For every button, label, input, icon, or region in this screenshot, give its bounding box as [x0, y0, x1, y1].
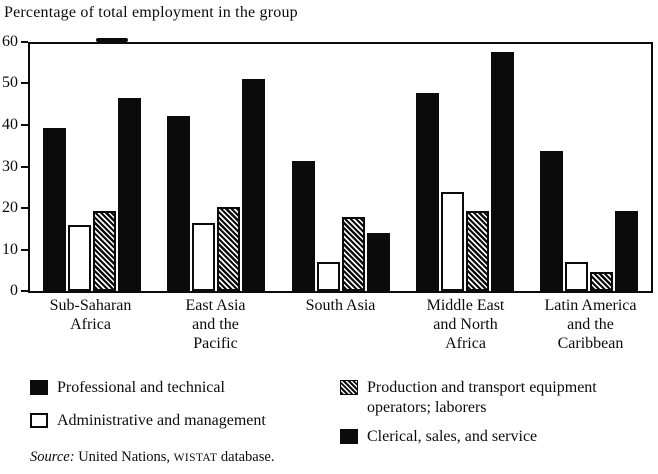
- x-axis-label-line: Pacific: [193, 335, 238, 352]
- y-tick-label: 40: [2, 115, 18, 133]
- x-axis-label: Latin America and the Caribbean: [528, 296, 653, 353]
- source-label: Source:: [30, 449, 75, 465]
- y-axis: 60 50 40 30 20 10 0: [0, 33, 28, 299]
- print-artifact: [96, 38, 128, 42]
- y-tick-mark: [21, 206, 28, 209]
- bar: [316, 262, 340, 291]
- x-axis-label-line: Caribbean: [557, 335, 624, 352]
- bar-group: [154, 44, 278, 291]
- legend-right-column: Production and transport equipment opera…: [340, 378, 650, 447]
- bar: [68, 225, 92, 291]
- legend-label: Clerical, sales, and service: [367, 428, 538, 445]
- x-axis-label-line: Latin America: [544, 297, 637, 314]
- source-wistat: WISTAT: [173, 452, 218, 464]
- legend-item-professional: Professional and technical: [30, 378, 320, 398]
- chart-title: Percentage of total employment in the gr…: [4, 4, 298, 21]
- x-axis-label-line: Middle East: [426, 297, 505, 314]
- bar: [440, 192, 464, 291]
- bar: [341, 216, 365, 291]
- y-tick-label: 0: [10, 282, 18, 299]
- source-suffix: database.: [217, 449, 275, 465]
- bar: [490, 52, 514, 291]
- plot-area: [28, 42, 653, 293]
- bar: [539, 151, 563, 291]
- y-tick-label: 50: [2, 74, 18, 92]
- legend-item-production: Production and transport equipment opera…: [340, 378, 650, 418]
- x-axis-label-line: Africa: [445, 335, 486, 352]
- y-tick-mark: [21, 41, 28, 43]
- y-tick-mark: [21, 82, 28, 85]
- y-tick-label: 10: [2, 240, 18, 258]
- x-axis-label-line: Africa: [70, 316, 111, 333]
- legend-label: Administrative and management: [57, 412, 266, 429]
- legend-swatch-white-outline-icon: [30, 413, 48, 428]
- x-axis-label: Middle East and North Africa: [403, 296, 528, 353]
- legend-swatch-solid-black-icon: [30, 380, 48, 395]
- legend-item-clerical: Clerical, sales, and service: [340, 427, 650, 447]
- source-body: United Nations,: [74, 449, 174, 465]
- bar: [465, 210, 489, 291]
- x-axis-label: Sub-Saharan Africa: [28, 296, 153, 353]
- y-tick-mark: [21, 248, 28, 251]
- y-tick-mark: [21, 165, 28, 168]
- y-tick-label: 20: [2, 198, 18, 216]
- bar: [415, 93, 439, 291]
- bar-group: [403, 44, 527, 291]
- bar: [118, 97, 142, 291]
- bar: [43, 128, 67, 291]
- bar: [192, 223, 216, 291]
- bar: [366, 233, 390, 291]
- x-axis-label-line: South Asia: [305, 297, 376, 314]
- bar-group: [30, 44, 154, 291]
- x-axis-label: South Asia: [278, 296, 403, 353]
- bar: [291, 161, 315, 291]
- legend-swatch-solid-black-icon: [340, 429, 358, 444]
- legend-label: Production and transport equipment opera…: [367, 379, 597, 416]
- bar: [564, 262, 588, 291]
- x-axis-label-line: and North: [433, 316, 498, 333]
- y-tick-mark: [21, 123, 28, 126]
- x-axis-label-line: East Asia: [185, 297, 246, 314]
- legend-item-administrative: Administrative and management: [30, 411, 320, 431]
- x-axis-label-line: Sub-Saharan: [49, 297, 132, 314]
- legend-left-column: Professional and technical Administrativ…: [30, 378, 320, 431]
- y-tick-label: 60: [2, 33, 18, 50]
- bar: [589, 272, 613, 291]
- bar: [167, 116, 191, 291]
- legend-swatch-hatch-icon: [340, 380, 358, 395]
- source-note: Source: United Nations, WISTAT database.: [30, 449, 274, 466]
- y-tick-mark: [21, 290, 28, 292]
- bar: [93, 210, 117, 291]
- x-axis-label-line: and the: [567, 316, 614, 333]
- bar: [242, 79, 266, 291]
- x-axis-labels: Sub-Saharan Africa East Asia and the Pacific…: [28, 296, 653, 353]
- bar-group: [278, 44, 402, 291]
- y-tick-label: 30: [2, 157, 18, 175]
- x-axis-label-line: and the: [192, 316, 239, 333]
- legend-label: Professional and technical: [57, 379, 225, 396]
- x-axis-label: East Asia and the Pacific: [153, 296, 278, 353]
- bar: [217, 206, 241, 291]
- bar-group: [527, 44, 651, 291]
- bar: [614, 210, 638, 291]
